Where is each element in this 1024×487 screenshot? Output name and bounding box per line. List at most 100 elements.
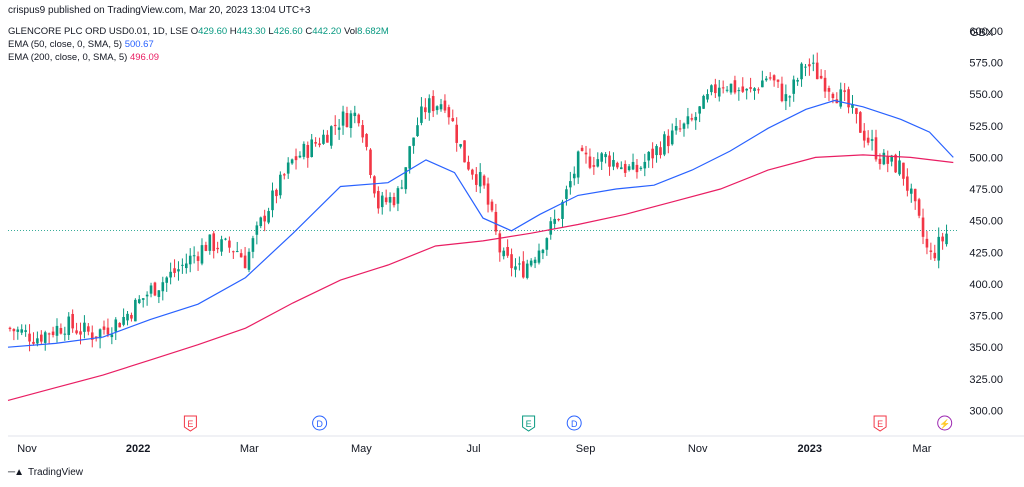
candle-body xyxy=(384,197,388,203)
candle-body xyxy=(216,247,219,250)
candle-body xyxy=(275,189,278,197)
candle-body xyxy=(945,233,948,245)
candle-body xyxy=(235,251,239,253)
candle-body xyxy=(659,147,662,156)
y-tick-label: 575.00 xyxy=(969,57,1003,69)
candle-body xyxy=(71,313,74,329)
candle-body xyxy=(772,75,776,81)
x-tick-label: May xyxy=(351,443,372,455)
candle-body xyxy=(110,334,114,338)
candle-body xyxy=(525,263,529,278)
candle-body xyxy=(882,152,886,165)
candle-body xyxy=(886,156,890,164)
candle-body xyxy=(733,80,737,93)
candle-body xyxy=(349,113,353,128)
candle-body xyxy=(259,217,263,227)
candle-body xyxy=(686,116,690,125)
candle-body xyxy=(937,236,941,261)
candle-body xyxy=(67,316,71,336)
candle-body xyxy=(627,166,631,171)
candle-body xyxy=(768,77,772,79)
footer-branding[interactable]: ─▲ TradingView xyxy=(8,467,83,478)
candle-body xyxy=(329,126,333,146)
y-tick-label: 375.00 xyxy=(969,311,1003,323)
y-tick-label: 475.00 xyxy=(969,184,1003,196)
y-tick-label: 325.00 xyxy=(969,374,1003,386)
candle-body xyxy=(12,328,16,332)
candle-body xyxy=(717,87,721,97)
candle-body xyxy=(619,167,623,170)
candle-body xyxy=(208,234,212,251)
candle-body xyxy=(506,246,509,256)
candle-body xyxy=(537,250,541,263)
low-label: L xyxy=(268,26,274,37)
ema200-value: 496.09 xyxy=(129,52,160,63)
candle-body xyxy=(498,233,502,253)
candle-body xyxy=(894,154,897,173)
candle-body xyxy=(572,173,576,179)
candle-body xyxy=(439,104,443,110)
candle-body xyxy=(310,139,314,157)
y-tick-label: 550.00 xyxy=(969,89,1003,101)
candle-body xyxy=(690,118,694,120)
candle-body xyxy=(255,225,259,235)
candle-body xyxy=(396,188,400,204)
event-marker xyxy=(312,415,328,431)
candle-body xyxy=(377,191,380,209)
y-tick-label: 450.00 xyxy=(969,216,1003,228)
candle-body xyxy=(55,325,59,336)
candle-body xyxy=(333,124,337,127)
candle-body xyxy=(529,260,533,266)
candle-body xyxy=(435,106,439,111)
candle-body xyxy=(643,161,647,169)
candle-body xyxy=(145,294,149,297)
symbol-row: GLENCORE PLC ORD USD0.01, 1D, LSE O429.6… xyxy=(8,25,389,38)
ema200-row[interactable]: EMA (200, close, 0, SMA, 5) 496.09 xyxy=(8,51,389,64)
candle-body xyxy=(59,328,63,334)
candle-body xyxy=(925,238,929,248)
candle-body xyxy=(917,199,921,216)
chart-legend: GLENCORE PLC ORD USD0.01, 1D, LSE O429.6… xyxy=(8,25,389,64)
candle-body xyxy=(153,282,157,296)
candle-body xyxy=(639,167,643,169)
candle-body xyxy=(43,332,47,343)
candle-body xyxy=(737,90,741,92)
candle-body xyxy=(306,144,310,158)
candle-body xyxy=(169,271,172,278)
y-tick-label: 350.00 xyxy=(969,342,1003,354)
event-marker-label: D xyxy=(316,419,323,429)
candle-body xyxy=(298,155,302,158)
candle-body xyxy=(584,152,588,155)
candle-body xyxy=(576,151,580,178)
candle-body xyxy=(518,263,521,265)
candle-body xyxy=(545,238,549,250)
candle-body xyxy=(47,333,51,335)
candle-body xyxy=(761,80,764,88)
candle-body xyxy=(557,219,560,221)
candle-body xyxy=(478,172,482,187)
candle-body xyxy=(788,96,792,98)
candle-body xyxy=(357,114,361,124)
candle-body xyxy=(228,240,231,248)
candle-body xyxy=(290,159,294,164)
candle-body xyxy=(486,183,490,205)
candle-body xyxy=(345,112,349,128)
candle-body xyxy=(796,80,799,82)
candle-body xyxy=(870,139,874,141)
candle-body xyxy=(827,88,831,92)
candle-body xyxy=(28,333,31,342)
event-marker-label: E xyxy=(187,419,193,429)
candle-body xyxy=(553,218,556,224)
candle-body xyxy=(165,277,169,283)
candle-body xyxy=(220,239,223,252)
low-value: 426.60 xyxy=(273,26,303,37)
candle-body xyxy=(232,251,235,253)
candle-body xyxy=(416,125,419,137)
candle-body xyxy=(282,174,286,176)
candle-body xyxy=(541,249,545,254)
candle-body xyxy=(149,285,153,294)
ema50-row[interactable]: EMA (50, close, 0, SMA, 5) 500.67 xyxy=(8,38,389,51)
candle-body xyxy=(592,165,596,167)
candle-body xyxy=(670,130,674,145)
